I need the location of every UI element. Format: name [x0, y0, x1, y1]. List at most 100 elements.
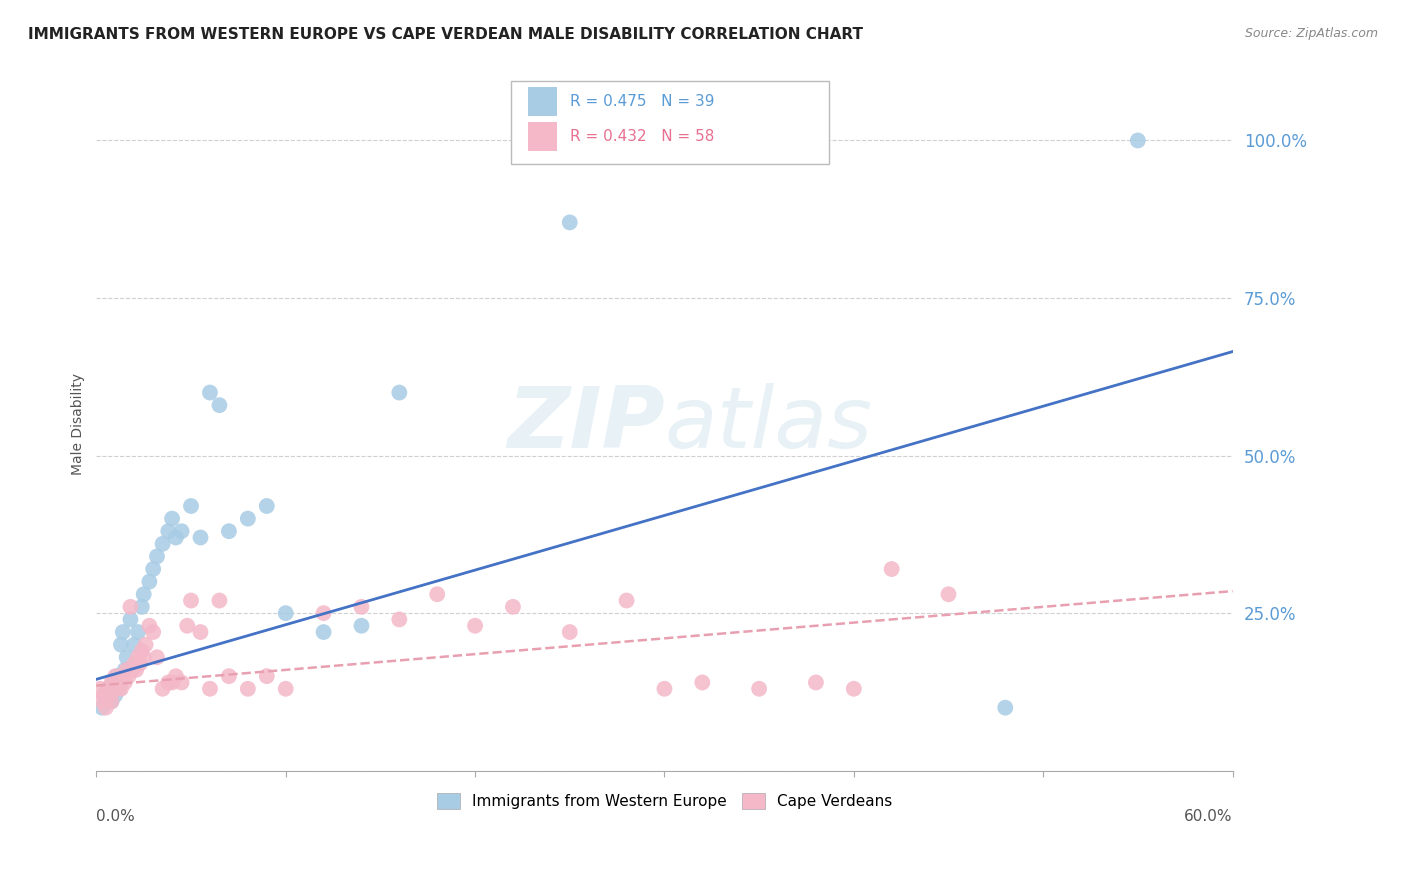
Point: [152, 537, 174, 551]
Point: [138, 574, 160, 589]
Point: [91, 694, 114, 708]
Point: [138, 619, 160, 633]
Point: [1126, 133, 1149, 147]
Point: [274, 681, 297, 696]
Point: [842, 681, 865, 696]
Point: [170, 675, 193, 690]
Point: [256, 499, 278, 513]
Text: R = 0.475   N = 39: R = 0.475 N = 39: [571, 95, 714, 110]
Point: [135, 638, 157, 652]
Point: [938, 587, 960, 601]
Point: [804, 675, 827, 690]
Point: [97, 681, 120, 696]
Point: [176, 619, 198, 633]
Point: [208, 398, 231, 412]
Point: [132, 587, 155, 601]
Point: [104, 669, 127, 683]
Point: [654, 681, 676, 696]
Point: [502, 599, 524, 614]
Point: [94, 700, 117, 714]
Point: [558, 215, 581, 229]
Point: [274, 606, 297, 620]
Point: [157, 524, 180, 539]
Point: [114, 675, 136, 690]
Point: [122, 638, 145, 652]
Point: [748, 681, 770, 696]
Point: [165, 531, 187, 545]
Text: atlas: atlas: [665, 383, 873, 466]
Point: [180, 593, 202, 607]
Point: [208, 593, 231, 607]
Point: [111, 669, 134, 683]
Point: [129, 657, 152, 671]
Point: [110, 681, 132, 696]
Point: [97, 681, 120, 696]
Point: [127, 650, 149, 665]
Point: [131, 599, 153, 614]
Point: [115, 650, 138, 665]
Point: [388, 385, 411, 400]
Point: [190, 625, 212, 640]
Bar: [529, 122, 557, 152]
Point: [100, 675, 122, 690]
Point: [218, 669, 240, 683]
Point: [103, 681, 125, 696]
Text: 0.0%: 0.0%: [97, 809, 135, 824]
Point: [157, 675, 180, 690]
FancyBboxPatch shape: [510, 81, 830, 164]
Point: [165, 669, 187, 683]
Point: [142, 625, 165, 640]
Point: [89, 681, 111, 696]
Point: [115, 663, 138, 677]
Point: [91, 700, 114, 714]
Point: [125, 663, 148, 677]
Point: [198, 681, 221, 696]
Point: [558, 625, 581, 640]
Point: [131, 644, 153, 658]
Point: [312, 606, 335, 620]
Point: [105, 681, 128, 696]
Point: [127, 625, 149, 640]
Point: [426, 587, 449, 601]
Point: [93, 688, 115, 702]
Point: [350, 599, 373, 614]
Text: R = 0.432   N = 58: R = 0.432 N = 58: [571, 129, 714, 145]
Point: [692, 675, 714, 690]
Point: [160, 511, 183, 525]
Point: [880, 562, 903, 576]
Point: [312, 625, 335, 640]
Point: [100, 694, 122, 708]
Point: [170, 524, 193, 539]
Point: [122, 657, 145, 671]
Point: [94, 688, 117, 702]
Point: [108, 681, 131, 696]
Point: [218, 524, 240, 539]
Text: Source: ZipAtlas.com: Source: ZipAtlas.com: [1244, 27, 1378, 40]
Point: [146, 650, 169, 665]
Point: [190, 531, 212, 545]
Point: [103, 675, 125, 690]
Point: [121, 663, 143, 677]
Point: [114, 663, 136, 677]
Point: [146, 549, 169, 564]
Bar: [529, 87, 557, 116]
Point: [104, 688, 127, 702]
Point: [236, 511, 259, 525]
Point: [108, 675, 131, 690]
Point: [152, 681, 174, 696]
Text: 60.0%: 60.0%: [1184, 809, 1233, 824]
Point: [111, 625, 134, 640]
Text: IMMIGRANTS FROM WESTERN EUROPE VS CAPE VERDEAN MALE DISABILITY CORRELATION CHART: IMMIGRANTS FROM WESTERN EUROPE VS CAPE V…: [28, 27, 863, 42]
Point: [464, 619, 486, 633]
Point: [350, 619, 373, 633]
Point: [160, 675, 183, 690]
Point: [198, 385, 221, 400]
Point: [236, 681, 259, 696]
Text: ZIP: ZIP: [506, 383, 665, 466]
Point: [120, 612, 142, 626]
Point: [110, 638, 132, 652]
Y-axis label: Male Disability: Male Disability: [72, 373, 86, 475]
Point: [100, 694, 122, 708]
Point: [180, 499, 202, 513]
Point: [994, 700, 1017, 714]
